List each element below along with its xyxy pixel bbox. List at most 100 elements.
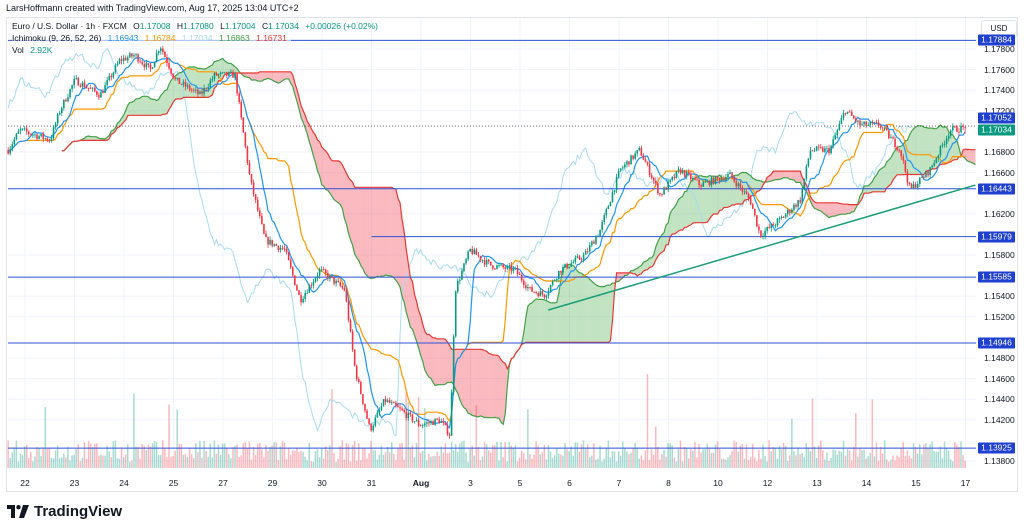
legend-ichimoku-row[interactable]: Ichimoku (9, 26, 52, 26) 1.16943 1.16784… [12,33,291,43]
legend-volume-row[interactable]: Vol 2.92K [12,45,57,55]
level-price-badge[interactable]: 1.14946 [978,337,1015,349]
cloud-segment [463,349,467,410]
volume-bar [642,460,645,468]
volume-bar [432,456,434,468]
candle-body [329,275,331,279]
volume-bar [485,443,488,468]
candle-body [815,146,818,151]
candle-body [217,74,220,76]
candle-body [83,82,86,88]
level-price-badge[interactable]: 1.16443 [978,183,1015,195]
volume-bar [100,454,102,468]
volume-bar [203,440,205,468]
volume-bar [23,446,26,468]
volume-bar [789,455,791,468]
candle-body [504,267,507,269]
volume-bar [935,451,937,468]
candle-body [273,244,276,246]
level-price-badge[interactable]: 1.15979 [978,231,1015,243]
level-price-badge[interactable]: 1.13925 [978,442,1015,454]
volume-bar [514,445,517,468]
volume-bar [411,445,414,468]
level-price-badge[interactable]: 1.17884 [978,34,1015,46]
candle-body [588,245,591,252]
cloud-segment [583,274,586,343]
cloud-segment [913,126,916,175]
volume-bar [296,447,298,468]
volume-bar [186,457,189,468]
candle-body [211,79,214,81]
candle-body [624,164,626,168]
candle-body [492,265,494,269]
candle-body [395,402,397,406]
volume-bar [52,458,55,468]
volume-bar [69,460,71,468]
candle-body [518,273,521,275]
candle-body [537,293,540,297]
volume-bar [572,455,574,468]
candle-body [568,266,570,269]
volume-bar [636,447,638,468]
volume-bar [619,455,622,468]
cloud-segment [459,349,462,405]
volume-bar [576,442,579,468]
candle-body [925,170,927,178]
cloud-segment [942,126,945,165]
volume-bar [683,446,686,468]
candle-body [87,87,90,89]
cloud-segment [430,336,434,383]
chikou-line [7,47,912,437]
volume-bar [640,455,643,468]
volume-bar [298,452,300,468]
candle-body [541,291,544,295]
volume-bar [157,455,160,468]
volume-bar [351,445,354,468]
cloud-segment [476,349,479,417]
cloud-segment [307,121,310,142]
candle-body [712,177,715,184]
candle-body [75,77,78,79]
candle-body [133,55,135,57]
candle-body [331,275,333,278]
cloud-segment [338,160,341,205]
candle-body [63,99,65,108]
candle-body [949,130,952,136]
volume-bar [475,405,478,468]
volume-bar [661,454,663,468]
level-price-badge[interactable]: 1.15585 [978,271,1015,283]
candle-body [756,215,758,227]
cloud-segment [954,138,957,160]
price-tick-label: 1.15800 [984,250,1015,260]
candle-body [19,128,22,132]
candle-body [219,72,222,75]
cloud-segment [424,331,427,374]
tradingview-logo[interactable]: TradingView [7,503,122,520]
candle-body [873,122,876,124]
ichimoku-label[interactable]: Ichimoku (9, 26, 52, 26) [12,33,102,43]
cloud-segment [540,299,543,343]
currency-button[interactable]: USD [981,20,1017,38]
candle-body [716,176,719,179]
candle-body [201,91,203,94]
candle-body [106,80,108,86]
candle-body [638,147,641,151]
volume-bar [9,457,11,468]
dotted-level-badge: 1.17052 [978,112,1015,124]
candle-body [586,251,589,252]
cloud-segment [674,204,677,235]
volume-bar [322,458,325,468]
cloud-segment [536,298,539,343]
cloud-segment [352,182,355,255]
volume-label[interactable]: Vol [12,45,24,55]
candle-body [597,235,599,237]
volume-bar [331,389,333,468]
candle-body [355,365,358,380]
volume-bar [611,451,614,468]
volume-bar [700,452,702,468]
cloud-segment [538,299,541,343]
volume-bar [675,461,678,468]
symbol-name[interactable]: Euro / U.S. Dollar · 1h · FXCM [12,21,127,31]
time-tick-label: 22 [20,478,30,488]
candle-body [131,53,133,57]
